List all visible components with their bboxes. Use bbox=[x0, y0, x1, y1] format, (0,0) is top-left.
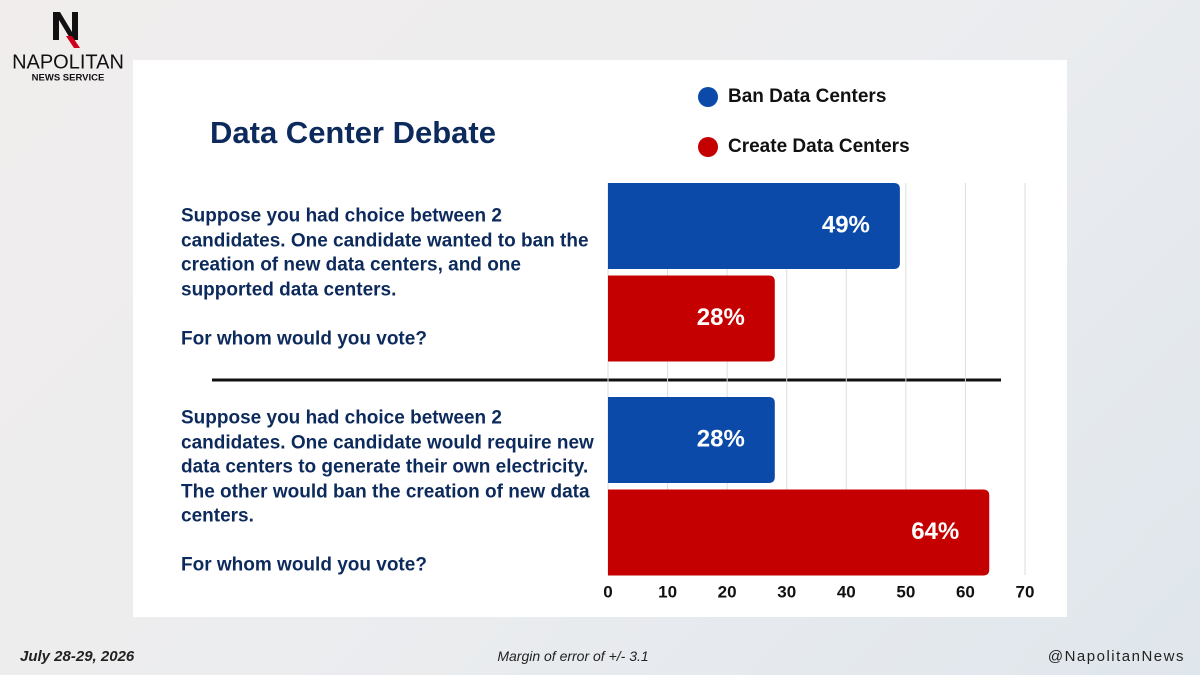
bar bbox=[608, 489, 990, 576]
legend-marker bbox=[698, 137, 718, 157]
brand-name: NAPOLITAN bbox=[12, 51, 124, 73]
legend-label: Create Data Centers bbox=[728, 136, 910, 157]
x-tick-label: 0 bbox=[603, 582, 612, 601]
x-tick-label: 60 bbox=[956, 582, 975, 601]
x-tick-label: 70 bbox=[1016, 582, 1035, 601]
x-tick-label: 20 bbox=[718, 582, 737, 601]
x-tick-label: 30 bbox=[777, 582, 796, 601]
value-label: 49% bbox=[822, 211, 870, 238]
logo-icon bbox=[53, 12, 80, 48]
footer-handle: @NapolitanNews bbox=[1047, 648, 1185, 665]
value-label: 28% bbox=[697, 425, 745, 452]
chart-title: Data Center Debate bbox=[210, 115, 496, 150]
bar bbox=[608, 397, 775, 483]
x-tick-label: 10 bbox=[658, 582, 677, 601]
value-label: 28% bbox=[697, 304, 745, 331]
legend-label: Ban Data Centers bbox=[728, 86, 886, 107]
question-text: Suppose you had choice between 2 candida… bbox=[181, 407, 594, 576]
bar bbox=[608, 275, 775, 362]
x-tick-label: 40 bbox=[837, 582, 856, 601]
x-tick-label: 50 bbox=[896, 582, 915, 601]
footer-date: July 28-29, 2026 bbox=[20, 648, 135, 665]
bar bbox=[608, 183, 900, 269]
question-text: Suppose you had choice between 2 candida… bbox=[181, 205, 589, 350]
legend-marker bbox=[698, 87, 718, 107]
brand-tagline: NEWS SERVICE bbox=[32, 73, 105, 84]
value-label: 64% bbox=[911, 518, 959, 545]
footer-note: Margin of error of +/- 3.1 bbox=[497, 648, 649, 664]
